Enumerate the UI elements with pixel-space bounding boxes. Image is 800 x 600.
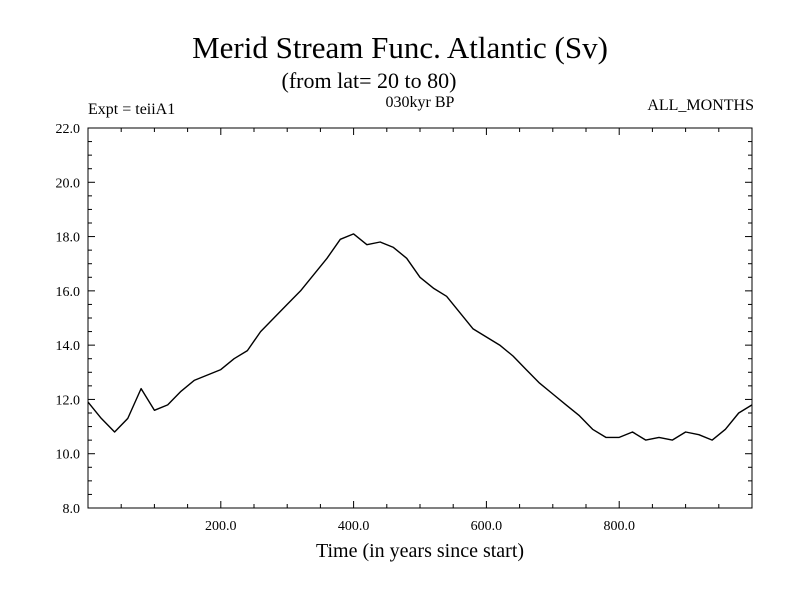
x-tick-label: 200.0 [205, 519, 237, 534]
x-axis-label: Time (in years since start) [315, 540, 525, 562]
y-tick-label: 20.0 [56, 176, 81, 191]
y-tick-label: 16.0 [56, 285, 81, 300]
months-label: ALL_MONTHS [647, 97, 754, 114]
y-tick-label: 12.0 [56, 393, 81, 408]
period-label: 030kyr BP [385, 94, 455, 111]
experiment-label: Expt = teiiA1 [88, 101, 176, 118]
x-tick-label: 600.0 [471, 519, 503, 534]
chart-subtitle: (from lat= 20 to 80) [281, 68, 457, 93]
x-tick-label: 800.0 [603, 519, 635, 534]
plot-frame [87, 127, 753, 509]
axis-ticks: 8.0 10.0 12.0 14.0 16.0 18.0 20.0 22.0 200.0 400.… [56, 122, 752, 534]
series-line [87, 233, 753, 441]
y-tick-label: 22.0 [56, 122, 81, 137]
y-tick-label: 8.0 [63, 502, 81, 517]
chart-title: Merid Stream Func. Atlantic (Sv) [192, 30, 608, 65]
y-tick-label: 14.0 [56, 339, 81, 354]
y-tick-label: 18.0 [56, 231, 81, 246]
x-tick-label: 400.0 [338, 519, 370, 534]
y-tick-label: 10.0 [56, 448, 81, 463]
